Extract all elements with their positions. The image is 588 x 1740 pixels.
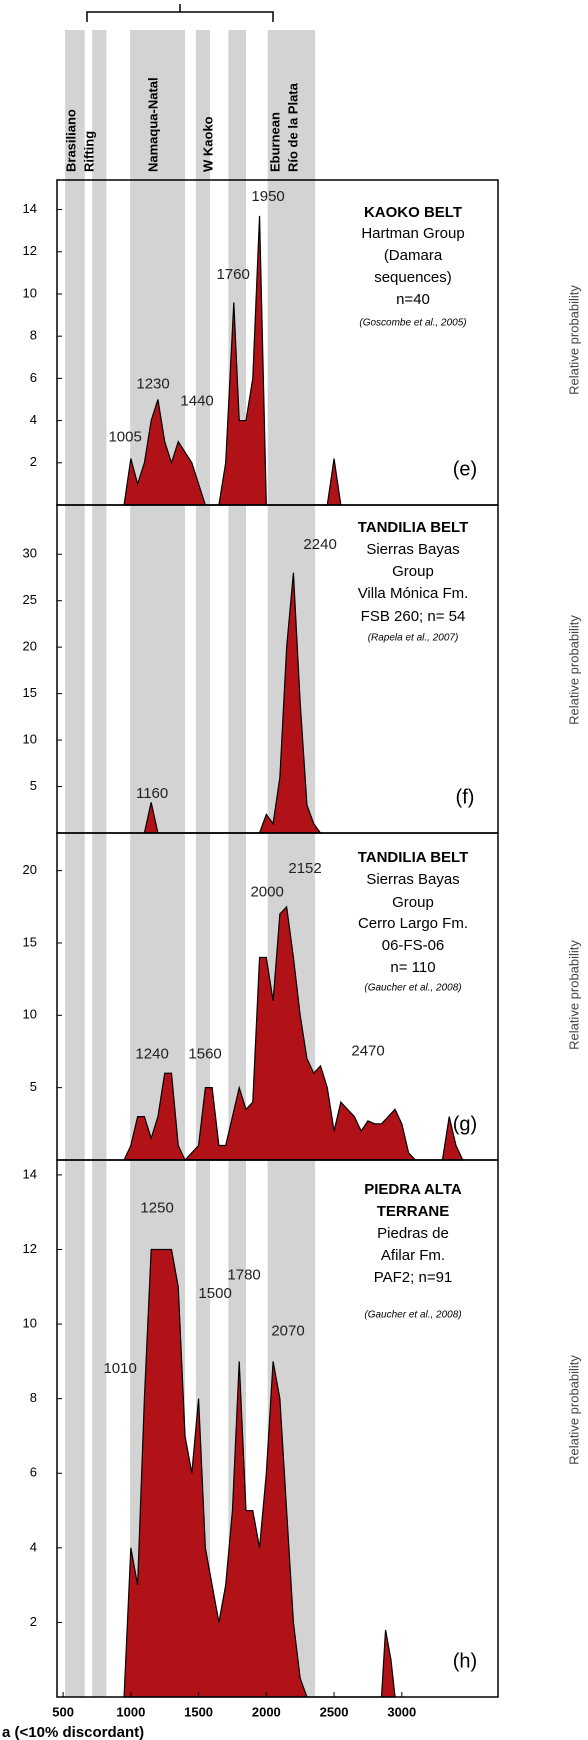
y-tick-label: 4	[30, 1539, 37, 1554]
y-tick-label: 5	[30, 1079, 37, 1094]
y-tick-label: 25	[23, 592, 37, 607]
event-label: Brasiliano	[63, 109, 78, 172]
panel-tag: (h)	[453, 1650, 477, 1672]
y-tick-label: 12	[23, 243, 37, 258]
panel-label: Afilar Fm.	[381, 1247, 445, 1264]
panel-label: (Gaucher et al., 2008)	[364, 983, 461, 994]
y-axis-label: Relative probability	[566, 615, 581, 725]
peak-label: 1005	[108, 428, 141, 445]
x-tick-label: 500	[52, 1704, 74, 1719]
peak-label: 2152	[288, 860, 321, 877]
y-axis-label: Relative probability	[566, 1355, 581, 1465]
panel-label: TERRANE	[377, 1203, 450, 1220]
panel-label: Group	[392, 563, 434, 580]
y-tick-label: 30	[23, 546, 37, 561]
peak-label: 2240	[303, 536, 336, 553]
probability-area	[123, 1248, 396, 1698]
probability-area	[123, 905, 464, 1162]
panel-label: (Goscombe et al., 2005)	[359, 318, 466, 329]
y-tick-label: 14	[23, 1166, 37, 1181]
panel-label: KAOKO BELT	[364, 204, 462, 221]
y-tick-label: 10	[23, 1007, 37, 1022]
x-tick-label: 1000	[116, 1704, 145, 1719]
y-tick-label: 6	[30, 1465, 37, 1480]
panel-label: sequences)	[374, 269, 452, 286]
panel-label: (Gaucher et al., 2008)	[364, 1310, 461, 1321]
panel-label: (Damara	[384, 247, 443, 264]
peak-label: 1780	[227, 1267, 260, 1284]
x-tick-label: 2500	[320, 1704, 349, 1719]
x-tick-label: 1500	[184, 1704, 213, 1719]
event-band	[195, 30, 211, 1697]
panel-label: PIEDRA ALTA	[364, 1181, 462, 1198]
panel-tag: (f)	[456, 786, 475, 808]
y-tick-label: 14	[23, 201, 37, 216]
y-tick-label: 10	[23, 732, 37, 747]
peak-label: 1240	[135, 1045, 168, 1062]
y-tick-label: 10	[23, 1316, 37, 1331]
peak-label: 1950	[251, 188, 284, 205]
panel-frame	[56, 1159, 499, 1698]
y-axis-label: Relative probability	[566, 285, 581, 395]
peak-label: 1160	[136, 785, 168, 802]
y-tick-label: 15	[23, 934, 37, 949]
panel-label: Sierras Bayas	[366, 871, 459, 888]
x-tick-label: 3000	[387, 1704, 416, 1719]
event-label: W Kaoko	[200, 116, 215, 172]
y-tick-label: 5	[30, 778, 37, 793]
panel-label: Villa Mónica Fm.	[358, 585, 469, 602]
y-tick-label: 8	[30, 328, 37, 343]
panel-label: Cerro Largo Fm.	[358, 915, 468, 932]
peak-label: 1560	[188, 1045, 221, 1062]
y-tick-label: 20	[23, 639, 37, 654]
panel-label: Group	[392, 894, 434, 911]
y-tick-label: 6	[30, 370, 37, 385]
peak-label: 2070	[271, 1323, 304, 1340]
y-tick-label: 20	[23, 862, 37, 877]
panel-tag: (e)	[453, 458, 477, 480]
event-band	[92, 30, 107, 1697]
event-band	[65, 30, 85, 1697]
peak-label: 1010	[103, 1360, 136, 1377]
bracket	[86, 4, 274, 22]
peak-label: 2000	[250, 883, 283, 900]
y-axis-label: Relative probability	[566, 940, 581, 1050]
peak-label: 2470	[351, 1042, 384, 1059]
peak-label: 1440	[180, 393, 213, 410]
event-label: Río de la Plata	[285, 82, 300, 172]
y-tick-label: 4	[30, 412, 37, 427]
panel-label: Hartman Group	[361, 225, 464, 242]
y-tick-label: 10	[23, 285, 37, 300]
x-tick-label: 2000	[252, 1704, 281, 1719]
peak-label: 1230	[136, 376, 169, 393]
y-tick-label: 2	[30, 454, 37, 469]
y-tick-label: 8	[30, 1390, 37, 1405]
event-label: Eburnean	[267, 112, 282, 172]
panel-label: TANDILIA BELT	[358, 519, 469, 536]
event-label: Rifting	[81, 131, 96, 172]
panel-label: (Rapela et al., 2007)	[368, 633, 459, 644]
caption: a (<10% discordant)	[2, 1724, 144, 1740]
peak-label: 1250	[140, 1199, 173, 1216]
panel-label: 06-FS-06	[382, 937, 445, 954]
peak-label: 1760	[216, 266, 249, 283]
panel-label: Sierras Bayas	[366, 541, 459, 558]
panel-label: n= 110	[390, 959, 435, 976]
panel-label: TANDILIA BELT	[358, 849, 469, 866]
panel-label: FSB 260; n= 54	[361, 608, 466, 625]
panel-label: Piedras de	[377, 1225, 449, 1242]
panel-tag: (g)	[453, 1113, 477, 1135]
panel-label: PAF2; n=91	[374, 1269, 453, 1286]
y-tick-label: 2	[30, 1614, 37, 1629]
y-tick-label: 12	[23, 1241, 37, 1256]
panel-label: n=40	[396, 291, 430, 308]
peak-label: 1500	[198, 1285, 231, 1302]
y-tick-label: 15	[23, 685, 37, 700]
event-label: Namaqua-Natal	[145, 77, 160, 172]
